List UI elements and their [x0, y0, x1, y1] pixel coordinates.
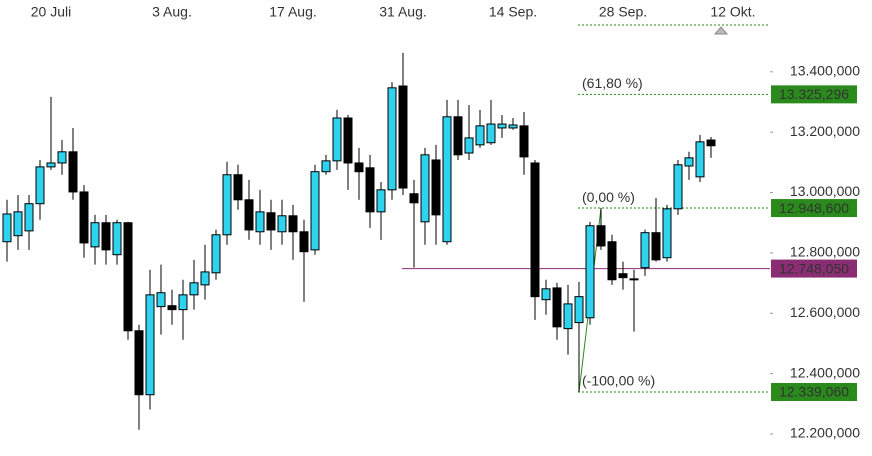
- candle-body: [68, 151, 78, 193]
- candle-body: [200, 271, 210, 286]
- candle-body: [475, 125, 485, 146]
- candle-body: [35, 166, 45, 205]
- candle-body: [310, 171, 320, 251]
- level-value-box: [771, 259, 857, 278]
- candle-body: [211, 234, 221, 274]
- candle-body: [574, 296, 584, 324]
- candle-body: [552, 287, 562, 328]
- candle-body: [288, 215, 298, 233]
- y-tick-label: 12.800,000: [790, 244, 860, 260]
- level-value-box: [771, 383, 857, 402]
- candle-body: [695, 141, 705, 178]
- candle-body: [585, 225, 595, 319]
- candle-body: [2, 213, 12, 243]
- level-value-box: [771, 85, 857, 104]
- candle-body: [167, 305, 177, 311]
- level-value-label: 12.748,050: [779, 260, 849, 276]
- level-value-box: [771, 199, 857, 218]
- candle-body: [123, 222, 133, 332]
- candle-body: [134, 330, 144, 396]
- candle-body: [112, 222, 122, 256]
- candle-body: [409, 193, 419, 204]
- candle-body: [90, 222, 100, 248]
- candle-body: [541, 288, 551, 301]
- candle-body: [24, 203, 34, 232]
- candle-body: [101, 222, 111, 251]
- y-tick-label: 12.400,000: [790, 364, 860, 380]
- candle-body: [420, 154, 430, 223]
- candle-body: [640, 232, 650, 269]
- candle-body: [651, 232, 661, 261]
- candle-body: [563, 303, 573, 330]
- candle-body: [189, 282, 199, 296]
- candle-body: [629, 278, 639, 281]
- candle-body: [684, 157, 694, 167]
- x-tick-label: 28 Sep.: [599, 4, 647, 20]
- candle-body: [145, 294, 155, 396]
- candle-body: [673, 164, 683, 210]
- candle-body: [486, 123, 496, 144]
- candle-body: [343, 117, 353, 164]
- candle-body: [79, 191, 89, 244]
- candle-body: [299, 231, 309, 253]
- candle-body: [519, 125, 529, 158]
- y-tick-label: 13.000,000: [790, 183, 860, 199]
- candle-body: [46, 162, 56, 168]
- x-tick-label: 20 Juli: [31, 4, 71, 20]
- y-tick-label: 13.200,000: [790, 123, 860, 139]
- candle-body: [332, 117, 342, 162]
- candle-body: [398, 85, 408, 189]
- candle-body: [706, 139, 716, 147]
- candle-body: [618, 273, 628, 279]
- level-value-label: 12.948,600: [779, 200, 849, 216]
- x-tick-label: 31 Aug.: [379, 4, 427, 20]
- candle-body: [13, 211, 23, 237]
- candle-body: [453, 116, 463, 156]
- level-value-label: 13.325,296: [779, 86, 849, 102]
- candle-body: [431, 159, 441, 216]
- candle-body: [354, 162, 364, 173]
- y-tick-label: 13.400,000: [790, 63, 860, 79]
- candle-body: [266, 212, 276, 231]
- candle-body: [244, 199, 254, 231]
- level-label: (-100,00 %): [582, 373, 655, 389]
- level-value-label: 12.339,060: [779, 384, 849, 400]
- x-tick-label: 17 Aug.: [269, 4, 317, 20]
- candle-body: [255, 211, 265, 233]
- level-label: (61,80 %): [582, 75, 643, 91]
- level-label: (0,00 %): [582, 189, 635, 205]
- alert-marker: [713, 26, 729, 35]
- candle-body: [508, 124, 518, 129]
- candle-body: [662, 208, 672, 259]
- candle-body: [387, 87, 397, 191]
- candle-body: [321, 160, 331, 173]
- candle-body: [178, 294, 188, 311]
- candle-body: [57, 151, 67, 164]
- candle-body: [442, 116, 452, 243]
- candle-body: [233, 174, 243, 201]
- candle-body: [596, 225, 606, 247]
- y-tick-label: 12.600,000: [790, 304, 860, 320]
- y-tick-label: 12.200,000: [790, 425, 860, 441]
- candle-body: [530, 162, 540, 298]
- x-tick-label: 14 Sep.: [489, 4, 537, 20]
- candle-body: [365, 167, 375, 213]
- candle-body: [497, 123, 507, 129]
- x-tick-label: 12 Okt.: [710, 4, 755, 20]
- candle-body: [464, 137, 474, 154]
- candle-body: [376, 189, 386, 213]
- candle-body: [277, 215, 287, 233]
- candle-body: [222, 174, 232, 236]
- candle-body: [156, 292, 166, 308]
- candle-body: [607, 241, 617, 281]
- x-tick-label: 3 Aug.: [152, 4, 192, 20]
